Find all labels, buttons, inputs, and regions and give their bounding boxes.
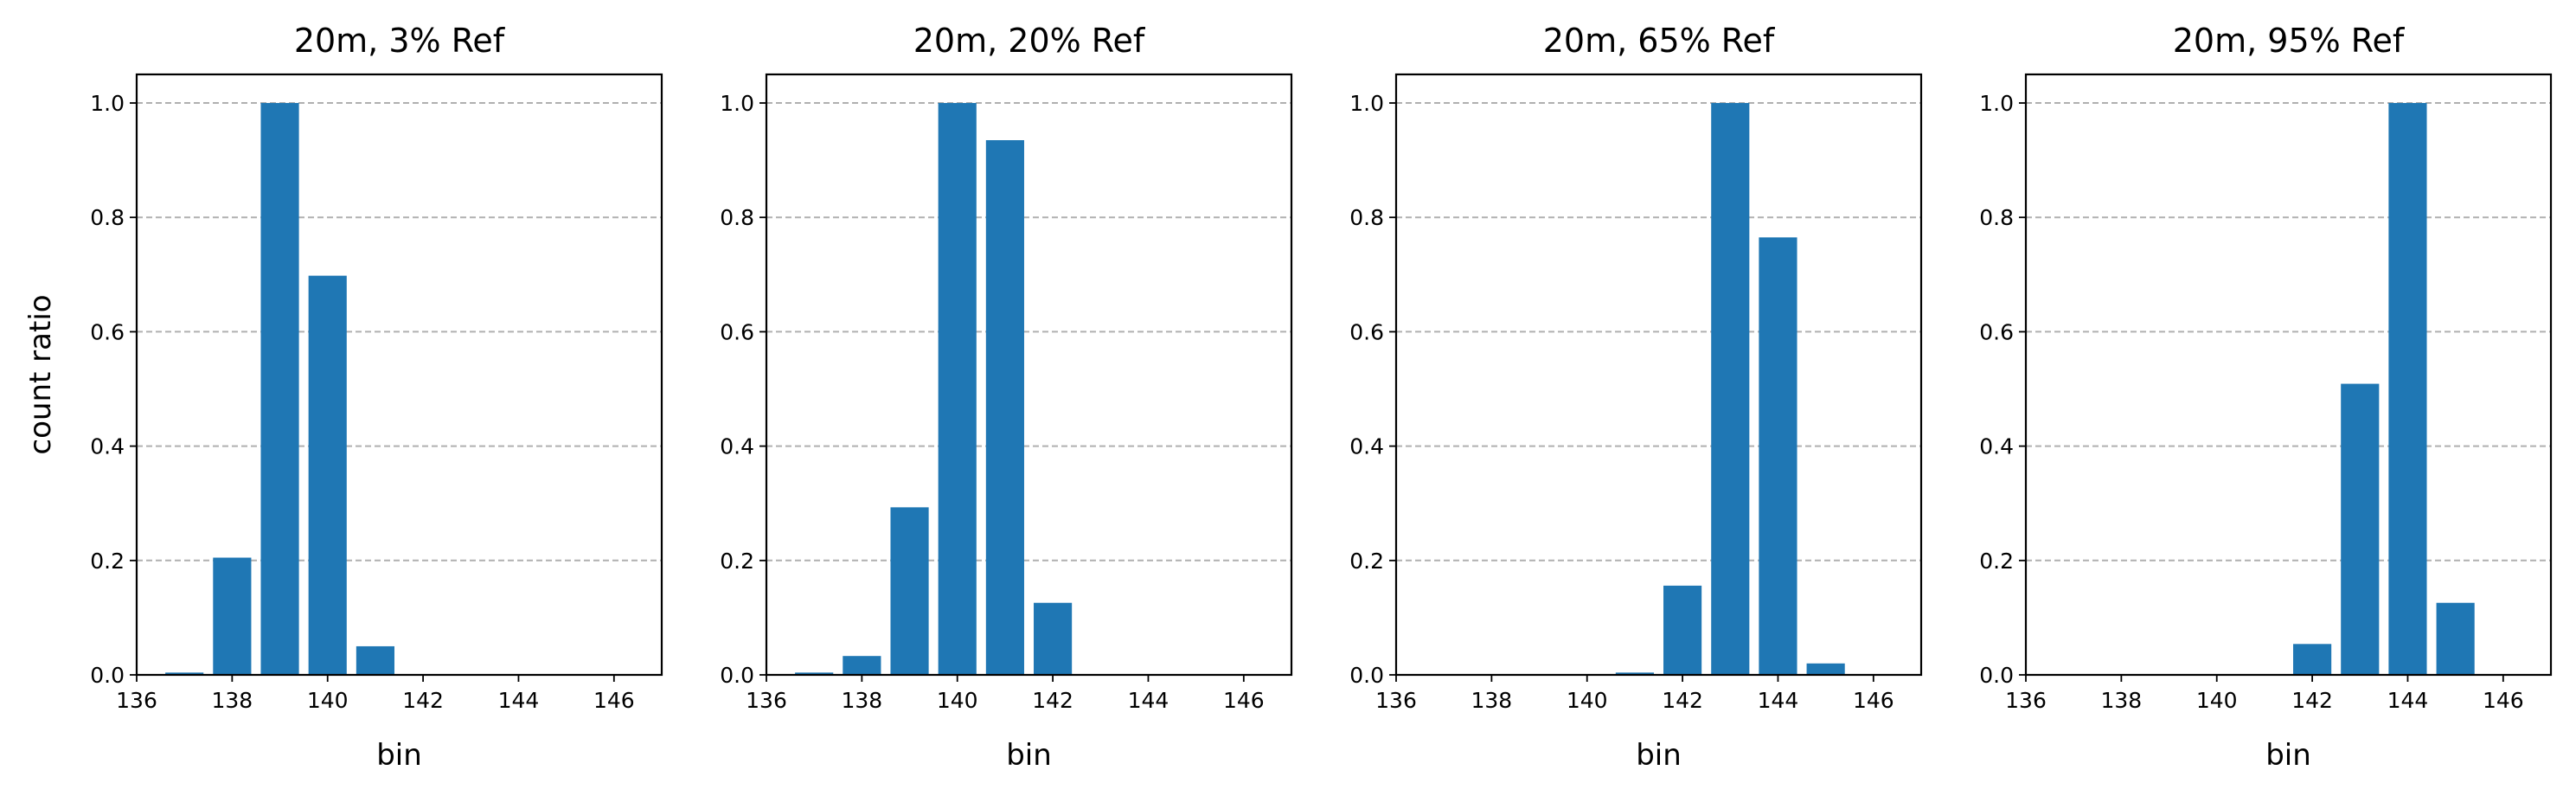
x-tick-label: 146	[1223, 688, 1265, 713]
x-tick-label: 140	[307, 688, 349, 713]
x-tick-label: 136	[2005, 688, 2047, 713]
y-tick-label: 0.2	[720, 549, 754, 574]
x-tick-label: 146	[1853, 688, 1894, 713]
bar	[795, 672, 834, 675]
y-tick-label: 0.2	[1979, 549, 2014, 574]
y-tick-label: 1.0	[1979, 91, 2014, 116]
bar	[938, 103, 977, 676]
bar	[2388, 103, 2427, 676]
y-tick-label: 0.0	[1349, 663, 1384, 688]
bar	[1615, 672, 1654, 675]
x-tick-label: 146	[2483, 688, 2524, 713]
y-tick-label: 0.4	[90, 434, 125, 459]
chart-panel-3: 0.0 0.2 0.4 0.6 0.8 1.0 136 138 140 142 144 146 20m,…	[1349, 22, 1923, 773]
bar	[890, 507, 929, 675]
y-tick-label: 0.4	[720, 434, 754, 459]
x-tick-label: 138	[2101, 688, 2143, 713]
bar	[356, 645, 394, 675]
bar	[260, 103, 299, 676]
x-tick-label: 144	[1758, 688, 1799, 713]
chart-title: 20m, 65% Ref	[1543, 22, 1776, 60]
bar	[308, 275, 347, 675]
x-tick-label: 146	[593, 688, 635, 713]
y-tick-label: 1.0	[90, 91, 125, 116]
y-tick-label: 0.8	[90, 205, 125, 230]
axes-frame	[2024, 73, 2553, 677]
y-tick-label: 0.6	[720, 319, 754, 344]
axes-frame	[765, 73, 1293, 677]
y-tick-label: 1.0	[720, 91, 754, 116]
x-tick-label: 136	[1375, 688, 1417, 713]
x-tick-label: 142	[402, 688, 444, 713]
bar	[1034, 602, 1073, 675]
y-tick-label: 0.0	[720, 663, 754, 688]
x-tick-label: 142	[1032, 688, 1073, 713]
bar	[1759, 237, 1797, 675]
chart-title: 20m, 3% Ref	[294, 22, 506, 60]
y-tick-label: 0.4	[1349, 434, 1384, 459]
chart-title: 20m, 20% Ref	[913, 22, 1146, 60]
y-tick-label: 0.8	[720, 205, 754, 230]
chart-panel-1: 0.0 0.2 0.4 0.6 0.8 1.0 136 138 140 142 144 146 20m,…	[23, 22, 663, 773]
x-tick-label: 142	[1662, 688, 1703, 713]
x-tick-label: 140	[937, 688, 978, 713]
axes-frame	[135, 73, 663, 677]
x-tick-label: 136	[116, 688, 157, 713]
y-tick-label: 0.6	[1979, 319, 2014, 344]
x-tick-label: 142	[2291, 688, 2333, 713]
x-axis-label: bin	[2265, 738, 2311, 773]
y-tick-label: 0.8	[1979, 205, 2014, 230]
axes-frame	[1394, 73, 1923, 677]
y-tick-label: 1.0	[1349, 91, 1384, 116]
y-tick-label: 0.6	[90, 319, 125, 344]
y-tick-label: 0.4	[1979, 434, 2014, 459]
x-axis-label: bin	[1006, 738, 1052, 773]
x-tick-label: 138	[1471, 688, 1513, 713]
y-tick-label: 0.8	[1349, 205, 1384, 230]
bar	[2293, 644, 2332, 675]
x-tick-label: 144	[1128, 688, 1169, 713]
bar	[985, 140, 1024, 675]
x-tick-label: 138	[842, 688, 883, 713]
y-tick-label: 0.0	[1979, 663, 2014, 688]
chart-panel-4: 0.0 0.2 0.4 0.6 0.8 1.0 136 138 140 142 144 146 20m,…	[1979, 22, 2553, 773]
y-tick-label: 0.2	[90, 549, 125, 574]
x-tick-label: 140	[2196, 688, 2238, 713]
chart-title: 20m, 95% Ref	[2173, 22, 2406, 60]
x-tick-label: 138	[212, 688, 253, 713]
bar	[2341, 383, 2380, 675]
x-tick-label: 144	[498, 688, 540, 713]
x-axis-label: bin	[376, 738, 422, 773]
y-axis-label: count ratio	[23, 294, 58, 454]
bar	[843, 656, 881, 675]
bar	[213, 557, 252, 675]
x-tick-label: 140	[1567, 688, 1608, 713]
y-tick-label: 0.0	[90, 663, 125, 688]
x-tick-label: 136	[746, 688, 787, 713]
bar	[1711, 103, 1750, 676]
bar	[1806, 663, 1845, 675]
bar	[165, 672, 204, 675]
x-tick-label: 144	[2387, 688, 2429, 713]
x-axis-label: bin	[1636, 738, 1682, 773]
y-tick-label: 0.2	[1349, 549, 1384, 574]
bar	[2436, 602, 2475, 675]
bar	[1663, 585, 1702, 675]
y-tick-label: 0.6	[1349, 319, 1384, 344]
chart-panel-2: 0.0 0.2 0.4 0.6 0.8 1.0 136 138 140 142 144 146 20m,…	[720, 22, 1293, 773]
